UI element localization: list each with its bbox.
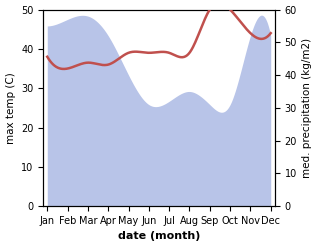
Y-axis label: med. precipitation (kg/m2): med. precipitation (kg/m2) [302,38,313,178]
Y-axis label: max temp (C): max temp (C) [5,72,16,144]
X-axis label: date (month): date (month) [118,231,200,242]
